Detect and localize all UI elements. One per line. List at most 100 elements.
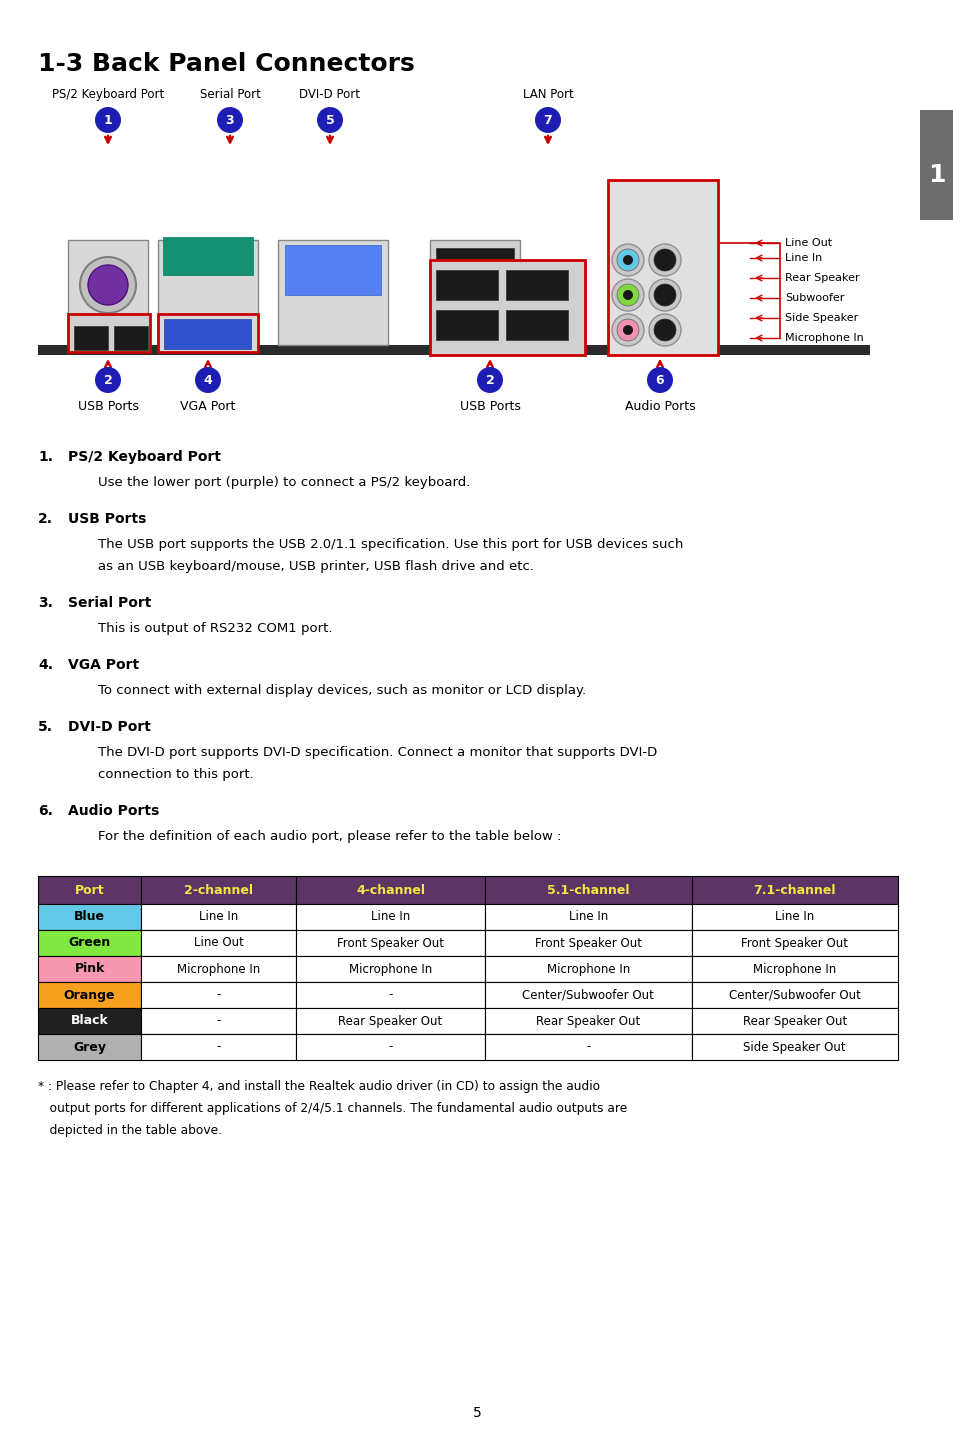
FancyBboxPatch shape bbox=[295, 905, 485, 929]
Text: 5: 5 bbox=[325, 113, 334, 126]
Text: DVI-D Port: DVI-D Port bbox=[299, 89, 360, 102]
Circle shape bbox=[622, 290, 633, 301]
FancyBboxPatch shape bbox=[163, 237, 253, 274]
Text: Grey: Grey bbox=[73, 1041, 106, 1054]
FancyBboxPatch shape bbox=[691, 982, 897, 1008]
Text: The USB port supports the USB 2.0/1.1 specification. Use this port for USB devic: The USB port supports the USB 2.0/1.1 sp… bbox=[98, 539, 682, 550]
Text: This is output of RS232 COM1 port.: This is output of RS232 COM1 port. bbox=[98, 621, 333, 635]
Text: 6: 6 bbox=[655, 373, 663, 386]
Text: Front Speaker Out: Front Speaker Out bbox=[535, 937, 641, 950]
Text: output ports for different applications of 2/4/5.1 channels. The fundamental aud: output ports for different applications … bbox=[38, 1102, 626, 1115]
FancyBboxPatch shape bbox=[430, 260, 584, 354]
FancyBboxPatch shape bbox=[295, 1034, 485, 1060]
FancyBboxPatch shape bbox=[691, 905, 897, 929]
Circle shape bbox=[648, 314, 680, 346]
Text: Line Out: Line Out bbox=[193, 937, 243, 950]
FancyBboxPatch shape bbox=[141, 1034, 295, 1060]
Circle shape bbox=[648, 279, 680, 311]
Text: VGA Port: VGA Port bbox=[68, 658, 139, 672]
FancyBboxPatch shape bbox=[285, 245, 380, 295]
Text: 4.: 4. bbox=[38, 658, 53, 672]
Text: Rear Speaker Out: Rear Speaker Out bbox=[741, 1015, 846, 1028]
Text: USB Ports: USB Ports bbox=[459, 399, 520, 412]
Text: 4-channel: 4-channel bbox=[355, 883, 425, 896]
FancyBboxPatch shape bbox=[141, 876, 295, 905]
Text: Pink: Pink bbox=[74, 963, 105, 976]
FancyBboxPatch shape bbox=[158, 314, 257, 351]
FancyBboxPatch shape bbox=[38, 1034, 141, 1060]
Circle shape bbox=[617, 319, 639, 341]
Text: Microphone In: Microphone In bbox=[349, 963, 432, 976]
Circle shape bbox=[646, 367, 672, 393]
Circle shape bbox=[654, 285, 676, 306]
Text: Microphone In: Microphone In bbox=[546, 963, 629, 976]
Text: Side Speaker Out: Side Speaker Out bbox=[742, 1041, 845, 1054]
Text: Line In: Line In bbox=[371, 910, 410, 923]
FancyBboxPatch shape bbox=[38, 1008, 141, 1034]
Text: Line Out: Line Out bbox=[784, 238, 831, 248]
Text: Center/Subwoofer Out: Center/Subwoofer Out bbox=[522, 989, 654, 1002]
FancyBboxPatch shape bbox=[505, 309, 567, 340]
Text: Microphone In: Microphone In bbox=[752, 963, 836, 976]
FancyBboxPatch shape bbox=[485, 1008, 691, 1034]
Text: 5: 5 bbox=[472, 1406, 481, 1420]
Text: Blue: Blue bbox=[74, 910, 105, 923]
FancyBboxPatch shape bbox=[74, 327, 108, 350]
FancyBboxPatch shape bbox=[919, 110, 953, 221]
FancyBboxPatch shape bbox=[436, 270, 497, 301]
Text: 4: 4 bbox=[203, 373, 213, 386]
Text: USB Ports: USB Ports bbox=[77, 399, 138, 412]
Circle shape bbox=[95, 107, 121, 134]
Text: -: - bbox=[216, 1041, 220, 1054]
FancyBboxPatch shape bbox=[277, 240, 388, 346]
Text: 5.: 5. bbox=[38, 720, 53, 735]
Text: 2: 2 bbox=[485, 373, 494, 386]
Text: 1: 1 bbox=[104, 113, 112, 126]
FancyBboxPatch shape bbox=[691, 876, 897, 905]
Circle shape bbox=[617, 248, 639, 272]
Circle shape bbox=[535, 107, 560, 134]
Text: Rear Speaker Out: Rear Speaker Out bbox=[536, 1015, 639, 1028]
FancyBboxPatch shape bbox=[436, 309, 497, 340]
FancyBboxPatch shape bbox=[691, 1008, 897, 1034]
Circle shape bbox=[95, 367, 121, 393]
Text: USB Ports: USB Ports bbox=[68, 513, 146, 526]
FancyBboxPatch shape bbox=[38, 346, 869, 354]
Text: depicted in the table above.: depicted in the table above. bbox=[38, 1124, 222, 1137]
Text: 2.: 2. bbox=[38, 513, 53, 526]
Text: Subwoofer: Subwoofer bbox=[784, 293, 843, 303]
Text: Front Speaker Out: Front Speaker Out bbox=[740, 937, 847, 950]
FancyBboxPatch shape bbox=[485, 929, 691, 955]
FancyBboxPatch shape bbox=[295, 982, 485, 1008]
Text: To connect with external display devices, such as monitor or LCD display.: To connect with external display devices… bbox=[98, 684, 585, 697]
FancyBboxPatch shape bbox=[485, 905, 691, 929]
FancyBboxPatch shape bbox=[430, 240, 519, 346]
FancyBboxPatch shape bbox=[38, 955, 141, 982]
FancyBboxPatch shape bbox=[141, 955, 295, 982]
FancyBboxPatch shape bbox=[505, 270, 567, 301]
Circle shape bbox=[194, 367, 221, 393]
Circle shape bbox=[88, 266, 128, 305]
Text: Orange: Orange bbox=[64, 989, 115, 1002]
Text: Rear Speaker: Rear Speaker bbox=[784, 273, 859, 283]
Text: PS/2 Keyboard Port: PS/2 Keyboard Port bbox=[68, 450, 221, 465]
Circle shape bbox=[476, 367, 502, 393]
Circle shape bbox=[654, 248, 676, 272]
Text: Rear Speaker Out: Rear Speaker Out bbox=[338, 1015, 442, 1028]
FancyBboxPatch shape bbox=[38, 929, 141, 955]
FancyBboxPatch shape bbox=[607, 180, 718, 354]
Text: 3: 3 bbox=[226, 113, 234, 126]
Text: 1: 1 bbox=[927, 163, 944, 187]
Text: connection to this port.: connection to this port. bbox=[98, 768, 253, 781]
FancyBboxPatch shape bbox=[485, 982, 691, 1008]
FancyBboxPatch shape bbox=[436, 248, 514, 308]
Circle shape bbox=[612, 244, 643, 276]
FancyBboxPatch shape bbox=[158, 240, 257, 346]
Text: For the definition of each audio port, please refer to the table below :: For the definition of each audio port, p… bbox=[98, 831, 561, 844]
Text: as an USB keyboard/mouse, USB printer, USB flash drive and etc.: as an USB keyboard/mouse, USB printer, U… bbox=[98, 560, 534, 574]
Circle shape bbox=[216, 107, 243, 134]
Text: Use the lower port (purple) to connect a PS/2 keyboard.: Use the lower port (purple) to connect a… bbox=[98, 476, 470, 489]
Text: * : Please refer to Chapter 4, and install the Realtek audio driver (in CD) to a: * : Please refer to Chapter 4, and insta… bbox=[38, 1080, 599, 1093]
FancyBboxPatch shape bbox=[485, 955, 691, 982]
Text: LAN Port: LAN Port bbox=[522, 89, 573, 102]
